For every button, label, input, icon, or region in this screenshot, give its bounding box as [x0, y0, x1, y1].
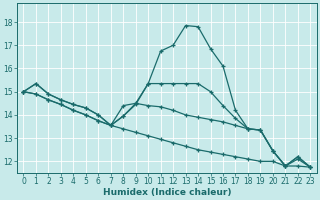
X-axis label: Humidex (Indice chaleur): Humidex (Indice chaleur) — [103, 188, 231, 197]
